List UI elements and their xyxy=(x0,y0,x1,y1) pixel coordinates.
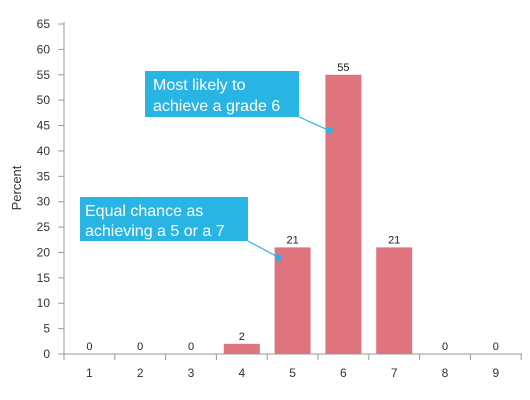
callout-marker xyxy=(275,254,283,262)
callout-leader-line xyxy=(298,116,330,132)
y-tick-label: 10 xyxy=(37,296,51,310)
y-tick-label: 30 xyxy=(37,195,51,209)
data-label: 0 xyxy=(188,341,194,353)
bar xyxy=(325,74,362,355)
x-tick-label: 7 xyxy=(391,366,398,380)
data-label: 55 xyxy=(337,62,349,74)
x-tick-label: 2 xyxy=(137,366,144,380)
callout: Most likely to achieve a grade 6 xyxy=(145,71,333,135)
data-label: 21 xyxy=(388,234,400,246)
y-tick-label: 55 xyxy=(37,68,51,82)
x-tick-label: 5 xyxy=(289,366,296,380)
data-label: 0 xyxy=(137,341,143,353)
y-axis: 0 5 10 15 20 25 30 35 40 45 50 55 60 65 xyxy=(37,17,65,361)
y-tick-label: 20 xyxy=(37,245,51,259)
annotations: Most likely to achieve a grade 6 Equal cha… xyxy=(80,71,333,262)
data-label: 21 xyxy=(286,234,298,246)
x-tick-label: 1 xyxy=(86,366,93,380)
y-tick-label: 15 xyxy=(37,271,51,285)
callout-text: Most likely to xyxy=(153,77,246,94)
data-label: 0 xyxy=(493,341,499,353)
y-tick-label: 60 xyxy=(37,42,51,56)
callout-box xyxy=(145,71,299,117)
callout-text: achieving a 5 or a 7 xyxy=(85,223,225,240)
x-axis: 1 2 3 4 5 6 7 8 9 xyxy=(63,353,522,380)
y-tick-label: 35 xyxy=(37,169,51,183)
callout: Equal chance as achieving a 5 or a 7 xyxy=(80,197,283,262)
x-tick-label: 3 xyxy=(188,366,195,380)
y-tick-label: 65 xyxy=(37,17,51,31)
y-tick-label: 5 xyxy=(43,322,50,336)
bar xyxy=(223,343,260,354)
bar xyxy=(376,247,413,354)
data-label: 2 xyxy=(239,331,245,343)
callout-text: Equal chance as xyxy=(85,203,203,220)
x-tick-label: 4 xyxy=(238,366,245,380)
callout-marker xyxy=(325,127,333,135)
y-tick-label: 25 xyxy=(37,220,51,234)
data-label: 0 xyxy=(86,341,92,353)
callout-text: achieve a grade 6 xyxy=(153,98,280,115)
y-tick-label: 50 xyxy=(37,93,51,107)
x-tick-label: 9 xyxy=(492,366,499,380)
bar xyxy=(274,247,311,354)
x-tick-label: 6 xyxy=(340,366,347,380)
data-label: 0 xyxy=(442,341,448,353)
y-axis-label: Percent xyxy=(9,165,24,210)
callout-box xyxy=(80,197,248,241)
bars: 0 0 0 2 21 55 21 0 0 xyxy=(86,62,499,355)
x-tick-label: 8 xyxy=(442,366,449,380)
callout-leader-line xyxy=(247,240,279,259)
y-tick-label: 45 xyxy=(37,119,51,133)
y-tick-label: 40 xyxy=(37,144,51,158)
y-tick-label: 0 xyxy=(43,347,50,361)
